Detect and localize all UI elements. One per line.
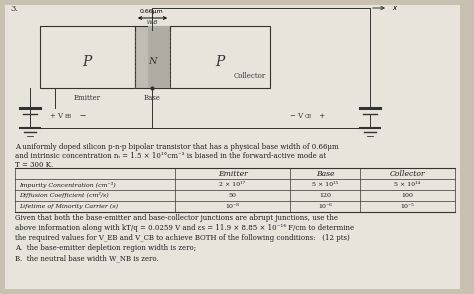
Text: Base: Base — [316, 170, 334, 178]
Text: A.  the base-emitter depletion region width is zero;: A. the base-emitter depletion region wid… — [15, 244, 196, 252]
Text: +: + — [317, 113, 325, 119]
Text: Emitter: Emitter — [73, 94, 100, 102]
Text: Given that both the base-emitter and base-collector junctions are abrupt junctio: Given that both the base-emitter and bas… — [15, 214, 338, 222]
Text: x: x — [392, 5, 396, 11]
Text: CB: CB — [305, 113, 312, 118]
Text: + V: + V — [50, 112, 63, 120]
Text: EB: EB — [65, 113, 72, 118]
Text: 2 × 10¹⁷: 2 × 10¹⁷ — [219, 182, 246, 187]
Text: P: P — [82, 55, 91, 69]
Text: the required values for V_EB and V_CB to achieve BOTH of the following condition: the required values for V_EB and V_CB to… — [15, 234, 350, 242]
Text: above information along with kT/q = 0.0259 V and εs = 11.9 × 8.85 × 10⁻¹⁴ F/cm t: above information along with kT/q = 0.02… — [15, 224, 354, 232]
Text: Impurity Concentration (cm⁻³): Impurity Concentration (cm⁻³) — [19, 181, 116, 188]
Text: WₙB: WₙB — [146, 21, 158, 26]
Text: 10⁻⁸: 10⁻⁸ — [226, 204, 239, 209]
Text: P: P — [215, 55, 225, 69]
Text: 5 × 10¹⁵: 5 × 10¹⁵ — [312, 182, 338, 187]
Text: 50: 50 — [228, 193, 237, 198]
Text: T = 300 K.: T = 300 K. — [15, 161, 53, 169]
Bar — [170, 26, 270, 88]
Text: Base: Base — [144, 94, 160, 102]
Text: Lifetime of Minority Carrier (s): Lifetime of Minority Carrier (s) — [19, 204, 118, 209]
Text: 0.66μm: 0.66μm — [140, 9, 164, 14]
Text: Collector: Collector — [390, 170, 425, 178]
Text: Collector: Collector — [234, 72, 266, 80]
Text: N: N — [148, 58, 156, 66]
Text: −: − — [77, 111, 87, 121]
Bar — [40, 26, 135, 88]
Text: 3.: 3. — [10, 5, 18, 13]
Text: 120: 120 — [319, 193, 331, 198]
Text: and intrinsic concentration nᵢ = 1.5 × 10¹°cm⁻³ is biased in the forward-active : and intrinsic concentration nᵢ = 1.5 × 1… — [15, 152, 326, 160]
Text: B.  the neutral base width W_NB is zero.: B. the neutral base width W_NB is zero. — [15, 254, 159, 262]
Text: 10⁻⁵: 10⁻⁵ — [401, 204, 414, 209]
Text: 100: 100 — [401, 193, 413, 198]
Text: A uniformly doped silicon p-n-p bipolar transistor that has a physical base widt: A uniformly doped silicon p-n-p bipolar … — [15, 143, 339, 151]
Text: Diffusion Coefficient (cm²/s): Diffusion Coefficient (cm²/s) — [19, 193, 109, 198]
Text: − V: − V — [290, 112, 303, 120]
Text: 5 × 10¹⁴: 5 × 10¹⁴ — [394, 182, 420, 187]
Text: Emitter: Emitter — [218, 170, 247, 178]
Bar — [135, 26, 170, 88]
Bar — [148, 26, 170, 88]
Text: 10⁻⁶: 10⁻⁶ — [318, 204, 332, 209]
